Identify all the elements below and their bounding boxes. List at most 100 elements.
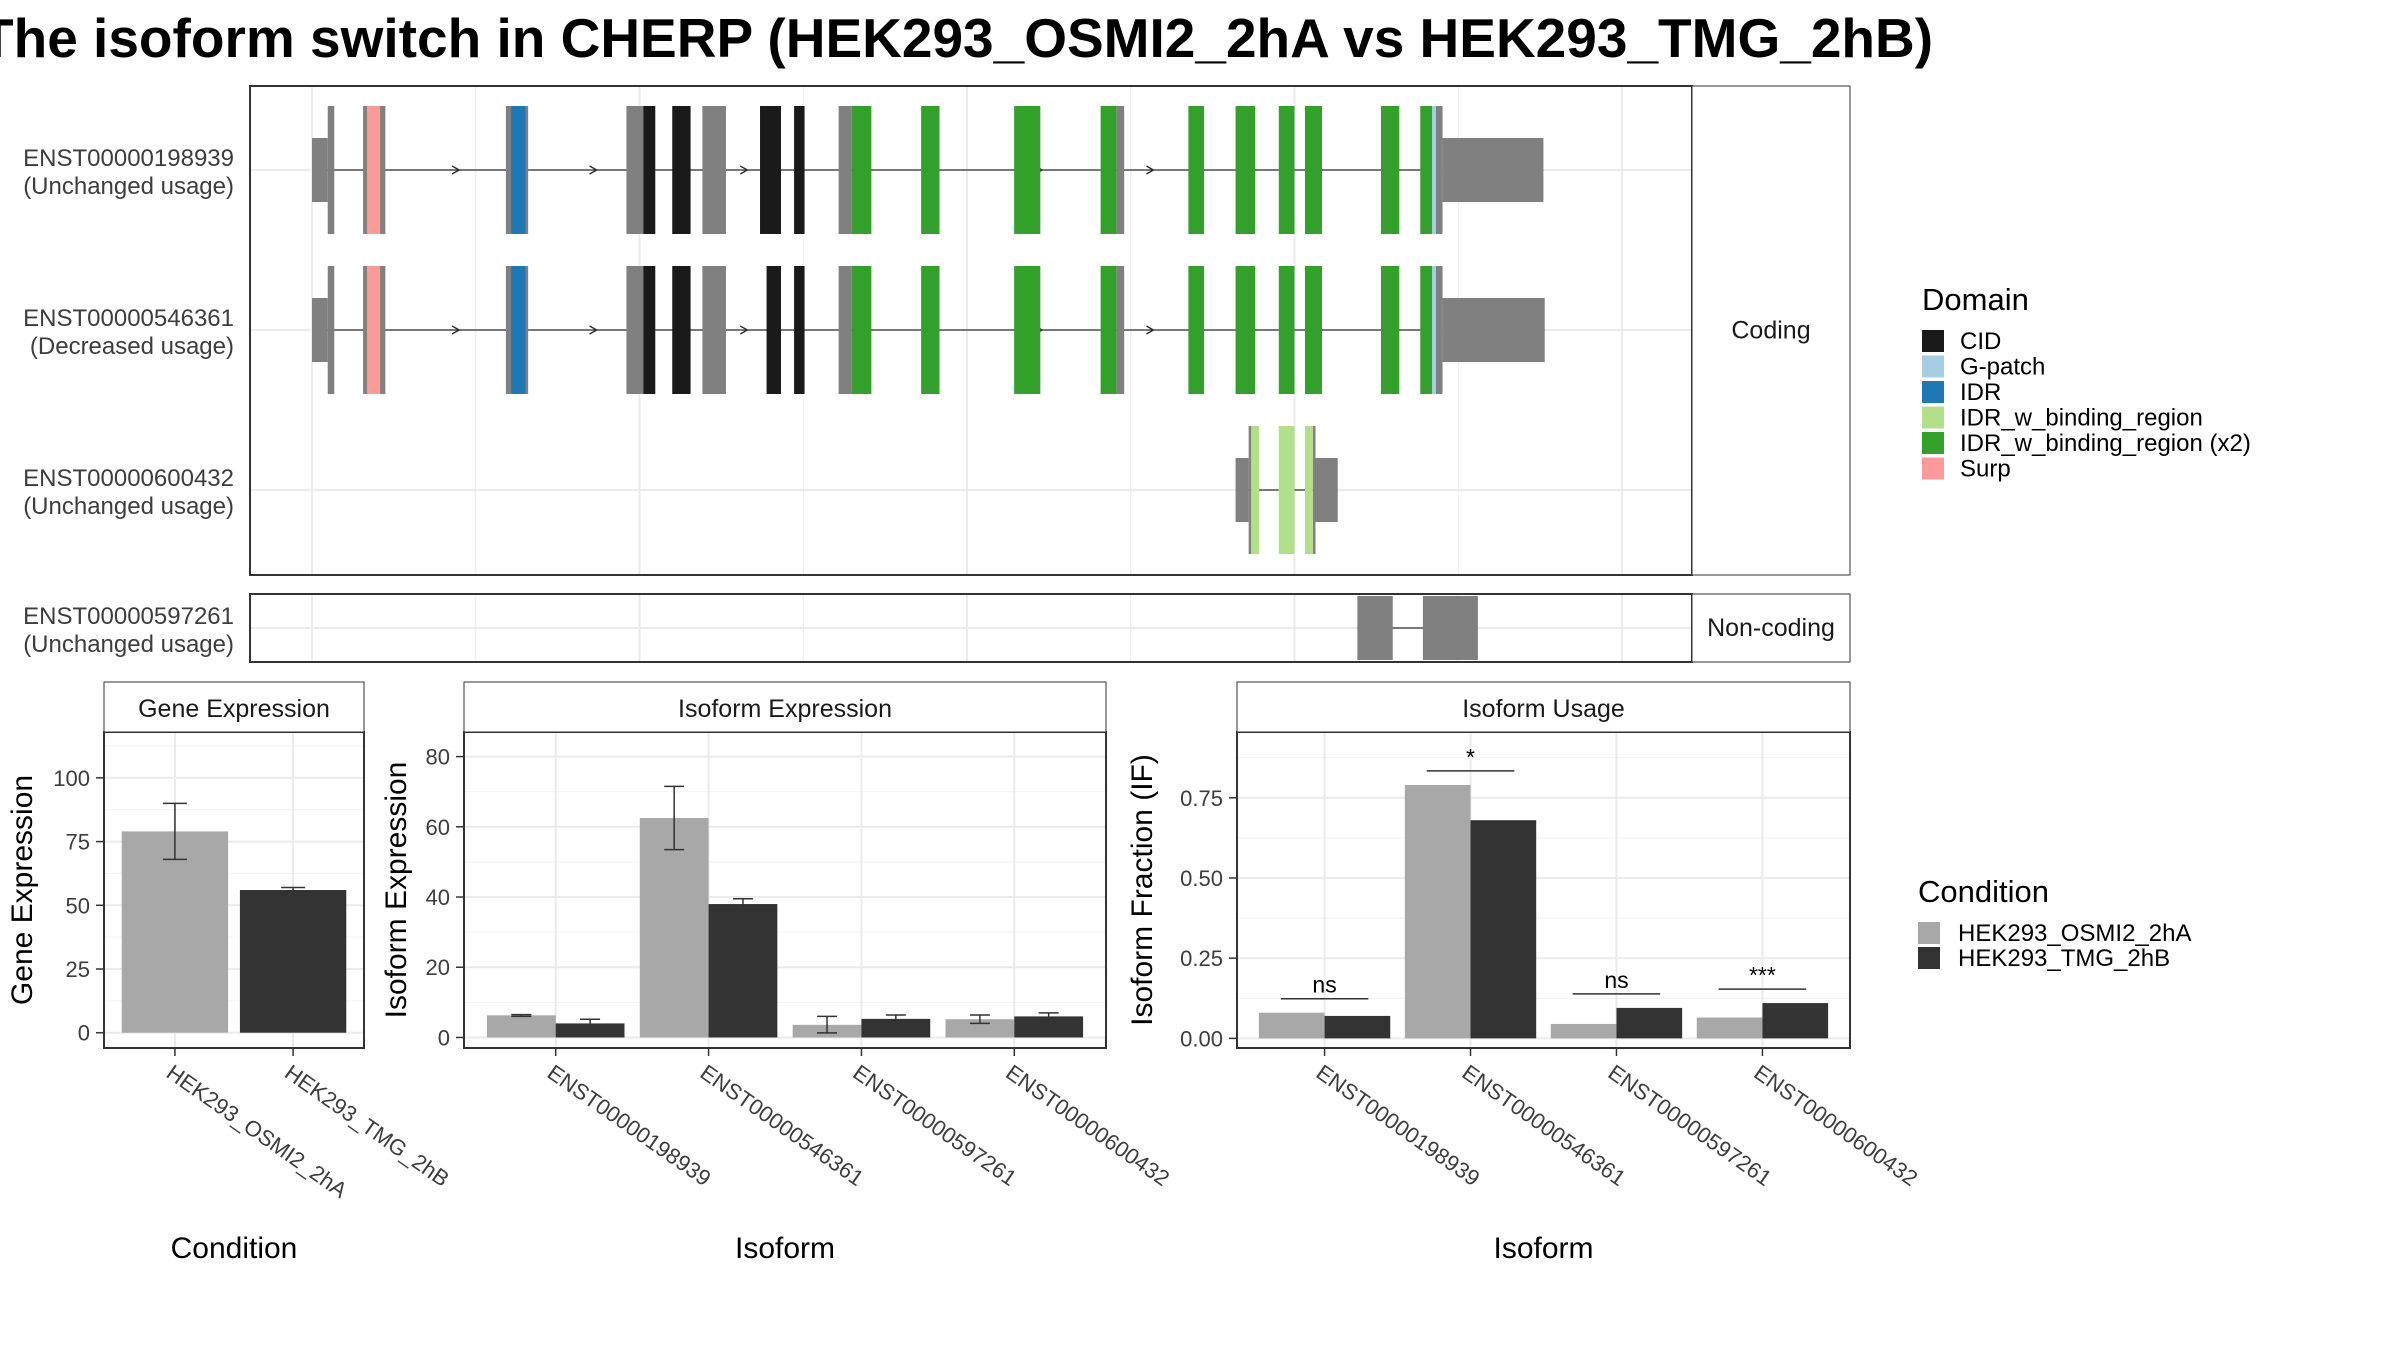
domain-legend: Domain CIDG-patchIDRIDR_w_binding_regionI… (1922, 282, 2251, 483)
domain-legend-label: G-patch (1960, 354, 2045, 381)
domain-legend-label: IDR (1960, 379, 2001, 406)
domain-segment (643, 106, 656, 234)
domain-legend-label: CID (1960, 328, 2001, 355)
y-tick-label: 0 (438, 1025, 450, 1050)
domain-segment (1014, 266, 1041, 394)
y-tick-label: 100 (53, 766, 90, 791)
bar (1550, 1023, 1617, 1039)
coding-exon (702, 106, 726, 234)
domain-segment (1380, 106, 1400, 234)
domain-segment (367, 266, 381, 394)
domain-legend-label: IDR_w_binding_region (x2) (1960, 430, 2251, 457)
coding-exon (1248, 426, 1252, 554)
y-axis-title: Gene Expression (6, 775, 39, 1005)
coding-strip (1691, 85, 1851, 576)
y-tick-label: 25 (66, 957, 90, 982)
plot-background (1237, 732, 1850, 1048)
x-axis-title: Isoform (1493, 1232, 1593, 1265)
isoform-label-ENST00000600432: ENST00000600432(Unchanged usage) (23, 465, 234, 520)
y-tick-label: 0.75 (1180, 786, 1223, 811)
coding-exon (327, 266, 335, 394)
bar (1404, 784, 1471, 1039)
noncoding-strip-label: Non-coding (1707, 614, 1835, 642)
isoform-track-ENST00000546361 (312, 266, 1545, 394)
coding-exon (1432, 266, 1443, 394)
y-tick-label: 20 (426, 955, 450, 980)
domain-segment (1420, 266, 1433, 394)
domain-segment (794, 106, 805, 234)
noncoding-exon (1357, 596, 1393, 660)
y-tick-label: 75 (66, 830, 90, 855)
coding-strip-label: Coding (1731, 317, 1810, 345)
direction-arrow (1146, 325, 1155, 335)
bar (1014, 1016, 1084, 1038)
domain-segment (1432, 266, 1436, 394)
bar (1762, 1003, 1829, 1039)
utr-exon (1235, 458, 1249, 522)
bar (1470, 820, 1537, 1039)
utr-exon (312, 298, 328, 362)
bar (861, 1018, 931, 1038)
direction-arrow (451, 325, 461, 335)
y-tick-label: 0 (78, 1021, 90, 1046)
bar (121, 831, 229, 1033)
domain-segment (1432, 106, 1436, 234)
noncoding-exon (1422, 596, 1478, 660)
domain-segment (367, 106, 381, 234)
bar (555, 1023, 625, 1038)
utr-exon (1442, 138, 1544, 202)
bar (486, 1015, 556, 1038)
domain-segment (1304, 266, 1323, 394)
y-tick-label: 0.25 (1180, 946, 1223, 971)
domain-segment (1100, 106, 1117, 234)
panel-title: Gene Expression (138, 695, 330, 723)
domain-segment (643, 266, 656, 394)
y-axis-title: Isoform Fraction (IF) (1126, 754, 1159, 1026)
bar-panel-2: ns*ns ***Isoform Usage0.000.250.500.75ENS… (1126, 681, 1922, 1265)
condition-legend-label: HEK293_TMG_2hB (1958, 945, 2170, 972)
figure-title: The isoform switch in CHERP (HEK293_OSMI… (0, 7, 1933, 69)
domain-segment (1251, 426, 1260, 554)
domain-segment (1188, 106, 1205, 234)
bar (639, 818, 709, 1038)
domain-segment (921, 266, 940, 394)
utr-exon (312, 138, 328, 202)
domain-legend-key (1922, 457, 1944, 480)
panel-strip (1236, 681, 1851, 733)
domain-segment (511, 266, 526, 394)
utr-exon (1314, 458, 1338, 522)
domain-legend-key (1922, 355, 1944, 378)
isoform-id-label: ENST00000546361 (23, 305, 234, 332)
significance-label: * (1466, 744, 1475, 770)
direction-arrow (451, 165, 461, 175)
isoform-label-ENST00000198939: ENST00000198939(Unchanged usage) (23, 145, 234, 200)
domain-segment (851, 266, 872, 394)
domain-segment (1380, 266, 1400, 394)
coding-exon (327, 106, 335, 234)
coding-exon (838, 106, 852, 234)
y-tick-label: 50 (66, 893, 90, 918)
noncoding-strip (1691, 593, 1851, 663)
x-axis-title: Isoform (735, 1232, 835, 1265)
direction-arrow (739, 325, 749, 335)
condition-legend-label: HEK293_OSMI2_2hA (1958, 920, 2191, 947)
direction-arrow (589, 325, 599, 335)
condition-legend-key (1918, 947, 1940, 969)
bar (708, 904, 778, 1038)
coding-exon (1116, 106, 1125, 234)
isoform-track-ENST00000198939 (312, 106, 1544, 234)
domain-segment (921, 106, 940, 234)
coding-exon (1312, 426, 1316, 554)
domain-legend-key (1922, 381, 1944, 403)
domain-segment (1235, 266, 1256, 394)
domain-legend-key (1922, 406, 1944, 429)
domain-segment (1278, 106, 1295, 234)
isoform-usage-label: (Unchanged usage) (23, 173, 234, 200)
domain-segment (672, 106, 691, 234)
significance-label: ns (1312, 972, 1336, 998)
domain-legend-label: Surp (1960, 456, 2011, 483)
y-tick-label: 40 (426, 885, 450, 910)
y-axis-title: Isoform Expression (380, 762, 413, 1019)
isoform-id-label: ENST00000597261 (23, 603, 234, 630)
